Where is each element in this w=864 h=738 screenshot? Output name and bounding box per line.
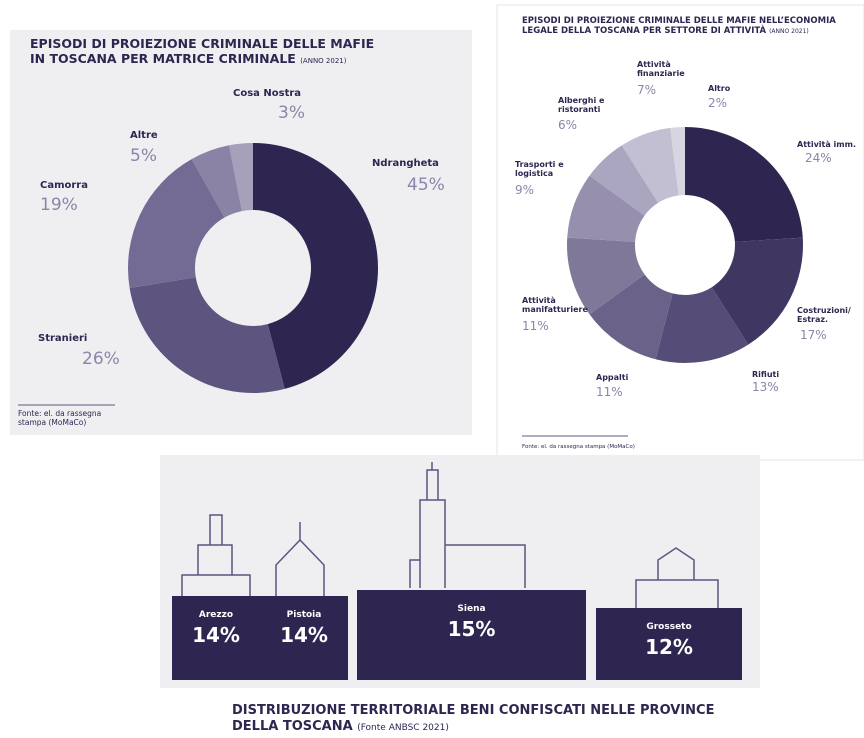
province-name: Grosseto bbox=[646, 622, 692, 632]
value-label: 11% bbox=[596, 385, 623, 399]
category-label: Attività finanziarie bbox=[637, 60, 685, 79]
province-bar bbox=[172, 596, 260, 680]
donut-slice bbox=[621, 127, 679, 203]
donut-slice bbox=[567, 237, 645, 315]
chart-title-3: DISTRIBUZIONE TERRITORIALE BENI CONFISCA… bbox=[232, 703, 732, 734]
category-label: Altre bbox=[130, 130, 158, 141]
province-name: Arezzo bbox=[198, 610, 234, 620]
province-bar bbox=[357, 590, 586, 680]
donut-slice bbox=[191, 145, 242, 218]
category-label: Costruzioni/ Estraz. bbox=[797, 306, 851, 325]
chart-title-1: EPISODI DI PROIEZIONE CRIMINALE DELLE MA… bbox=[30, 36, 375, 66]
category-label: Attività manifatturiere bbox=[522, 296, 588, 315]
category-label: Ndrangheta bbox=[372, 158, 439, 169]
donut-slice bbox=[567, 175, 645, 242]
category-label: Rifiuti bbox=[752, 370, 780, 379]
value-label: 13% bbox=[752, 380, 779, 394]
category-label: Camorra bbox=[40, 180, 88, 191]
donut-slice bbox=[655, 287, 749, 363]
donut-slice bbox=[229, 143, 253, 212]
category-label: Attività imm. bbox=[797, 140, 856, 149]
province-value: 14% bbox=[280, 623, 328, 647]
province-bar bbox=[596, 608, 742, 680]
value-label: 17% bbox=[800, 328, 827, 342]
value-label: 5% bbox=[130, 146, 157, 166]
province-name: Siena bbox=[457, 604, 486, 614]
subtitle: (ANNO 2021) bbox=[769, 28, 809, 36]
donut-slice bbox=[670, 127, 685, 196]
panel-bg bbox=[496, 4, 864, 461]
value-label: 24% bbox=[805, 151, 832, 165]
donut-slice bbox=[685, 127, 803, 242]
donut-slice bbox=[711, 237, 803, 345]
donut-slice bbox=[253, 143, 379, 389]
source: Fonte: el. da rassegna stampa (MoMaCo) bbox=[522, 444, 635, 450]
donut-slice bbox=[128, 159, 225, 288]
value-label: 19% bbox=[40, 195, 78, 215]
value-label: 26% bbox=[82, 349, 120, 369]
category-label: Stranieri bbox=[38, 333, 88, 344]
province-value: 12% bbox=[645, 635, 693, 659]
subtitle: (ANNO 2021) bbox=[300, 57, 347, 65]
donut-slice bbox=[589, 274, 673, 360]
chart-title-2: EPISODI DI PROIEZIONE CRIMINALE DELLE MA… bbox=[522, 16, 842, 36]
subtitle: (Fonte ANBSC 2021) bbox=[357, 722, 449, 733]
donut-slice bbox=[589, 145, 659, 216]
title-text: EPISODI DI PROIEZIONE CRIMINALE DELLE MA… bbox=[30, 36, 375, 66]
title-text: EPISODI DI PROIEZIONE CRIMINALE DELLE MA… bbox=[522, 16, 836, 37]
donut-slice bbox=[129, 277, 285, 394]
source: Fonte: el. da rassegna stampa (MoMaCo) bbox=[18, 409, 102, 427]
province-value: 15% bbox=[447, 617, 496, 641]
province-value: 14% bbox=[192, 623, 240, 647]
value-label: 9% bbox=[515, 183, 535, 197]
category-label: Altro bbox=[708, 84, 731, 93]
value-label: 11% bbox=[522, 319, 549, 333]
category-label: Appalti bbox=[596, 373, 629, 382]
building-icons bbox=[181, 462, 719, 625]
value-label: 3% bbox=[278, 103, 305, 123]
title-text: DISTRIBUZIONE TERRITORIALE BENI CONFISCA… bbox=[232, 703, 715, 734]
category-label: Cosa Nostra bbox=[233, 88, 302, 99]
category-label: Alberghi e ristoranti bbox=[558, 96, 605, 115]
value-label: 7% bbox=[637, 83, 657, 97]
value-label: 6% bbox=[558, 118, 578, 132]
value-label: 45% bbox=[407, 175, 445, 195]
province-name: Pistoia bbox=[286, 610, 322, 620]
value-label: 2% bbox=[708, 96, 728, 110]
province-bar bbox=[260, 596, 348, 680]
category-label: Trasporti e logistica bbox=[515, 160, 564, 179]
